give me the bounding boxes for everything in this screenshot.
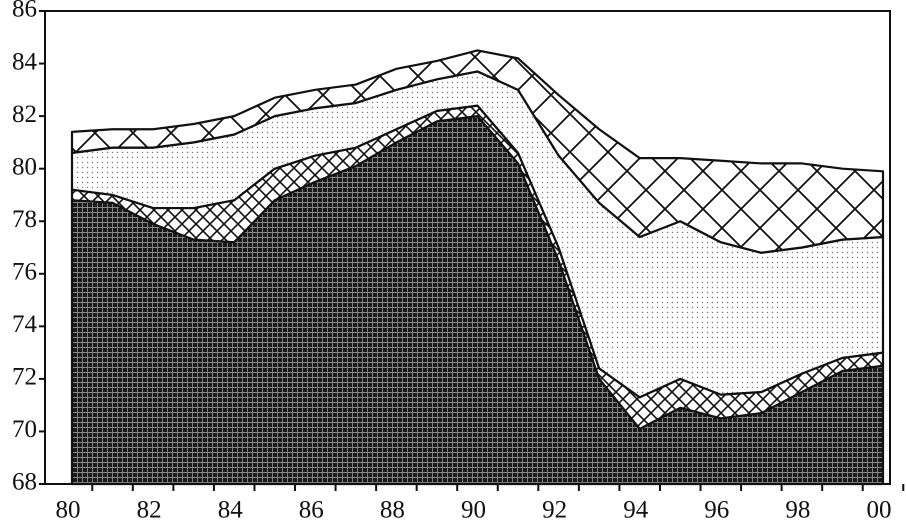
x-tick-label: 84 [218, 497, 244, 524]
y-tick-label: 78 [12, 206, 37, 233]
y-tick-label: 84 [12, 48, 38, 75]
y-tick-label: 86 [12, 0, 37, 23]
x-tick-label: 94 [623, 497, 649, 524]
x-tick-label: 82 [137, 497, 162, 524]
x-tick-label: 92 [542, 497, 567, 524]
x-tick-label: 88 [380, 497, 405, 524]
y-tick-label: 74 [12, 311, 38, 338]
x-tick-label: 96 [704, 497, 729, 524]
y-tick-label: 80 [12, 153, 37, 180]
x-tick-label: 00 [867, 497, 892, 524]
y-tick-label: 68 [12, 469, 37, 496]
y-tick-label: 72 [12, 364, 37, 391]
plot-frame [44, 10, 891, 485]
x-tick-label: 90 [461, 497, 486, 524]
x-tick-label: 80 [56, 497, 81, 524]
y-tick-label: 70 [12, 416, 37, 443]
area [70, 49, 885, 254]
x-tick-label: 86 [299, 497, 324, 524]
x-tick-label: 98 [785, 497, 810, 524]
y-tick-label: 76 [12, 259, 37, 286]
y-tick-label: 82 [12, 101, 37, 128]
